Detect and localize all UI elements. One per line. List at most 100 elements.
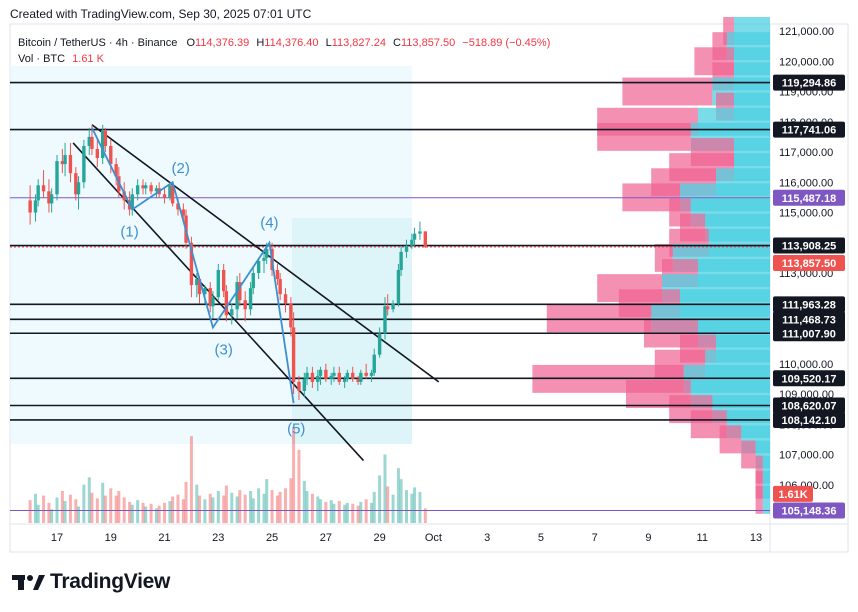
tradingview-logo[interactable]: TradingView [12,570,170,594]
volume-profile-up [762,485,770,514]
candle-body [203,288,207,295]
volume-bar [316,496,320,523]
volume-bar [337,501,341,523]
elliott-wave[interactable]: (1) (2) (3) (4) (5) [91,127,305,438]
candle-body [101,130,105,159]
volume-bar [378,475,382,523]
level-price-label: 111,007.90 [782,328,836,340]
time-tick-label: 11 [697,532,708,544]
volume-bar [343,504,347,523]
volume-profile-down [755,470,763,499]
volume-bar [63,501,67,523]
volume-bar [399,479,403,523]
symbol-title: Bitcoin / TetherUS · 4h · Binance [18,37,178,49]
ohlc-high: H114,376.40 [256,37,318,49]
candle-body [383,306,387,334]
level-price-label: 119,294.86 [782,78,836,90]
volume-bar [130,504,134,523]
volume-bar [332,503,336,523]
ohlc-low-label: L [325,37,332,49]
volume-bar [396,468,400,523]
wave-path[interactable] [91,127,295,404]
candle-body [369,372,374,376]
candle-body [149,185,153,192]
time-tick-label: 5 [538,532,544,544]
candle-body [418,231,422,234]
level-price-label: 111,468.73 [782,314,836,326]
candle-body [176,203,180,210]
time-tick-label: 25 [266,532,278,544]
candle-body [399,251,403,270]
volume-bar [275,495,279,523]
volume-legend-label: Vol · BTC [18,53,66,65]
wave-label: (1) [120,224,138,241]
candle-body [162,194,167,198]
level-price-label-box [773,502,845,519]
volume-bar [329,500,333,523]
volume-bar [265,479,269,523]
candle-body [345,372,350,379]
time-tick-label: 19 [105,532,117,544]
time-tick-label: 27 [320,532,332,544]
volume-bar [42,495,46,523]
volume-bar [351,503,355,523]
volume-bar [101,482,105,523]
ohlc-open-label: O [186,37,196,49]
time-tick-label: 21 [158,532,170,544]
level-price-label-box [773,311,845,328]
volume-bar [68,494,72,523]
candle-body [289,303,293,328]
candle-body [36,185,40,201]
candle-body [76,182,81,195]
volume-bar [324,501,328,523]
level-price-label-box [773,296,845,313]
volume-profile-down [755,455,763,484]
price-tick-label: 107,000.00 [779,450,834,462]
candle-body [412,233,417,240]
volume-bar [257,488,261,523]
volume-bar [77,506,81,523]
volume-bar [74,499,78,523]
price-tick-label: 116,000.00 [779,177,833,189]
level-price-label: 109,520.17 [781,373,836,385]
candle-body [283,294,288,304]
candle-body [224,291,229,316]
candle-body [332,372,336,376]
volume-bar [154,508,158,523]
volume-bar [405,490,408,523]
candle-body [168,185,172,198]
volume-bar [370,502,374,523]
level-price-label-box [773,397,845,414]
time-tick-label: 7 [592,532,598,544]
candle-body [318,369,323,376]
volume-bar [230,492,234,523]
volume-profile-down [597,122,691,151]
candle-body [275,269,280,280]
candle-body [82,145,86,183]
last-price-label-box [773,255,845,272]
time-tick-label: 29 [373,532,385,544]
ohlc-high-value: 114,376.40 [264,37,319,49]
level-price-label: 108,620.07 [781,400,836,412]
volume-bar [345,502,349,523]
volume-bar [310,493,314,523]
volume-bar [216,491,220,523]
horizontal-levels[interactable] [10,81,770,512]
candle-body [135,185,140,195]
volume-value-label: 1.61K [778,489,807,501]
volume-bar [278,491,282,523]
volume-bar [149,503,153,523]
volume-bar [189,436,193,523]
volume-bar [28,500,32,523]
candle-body [243,300,247,310]
time-axis[interactable]: 17 19 21 23 25 27 29 Oct 3 5 7 9 11 13 [51,532,762,544]
candle-body [130,194,134,210]
ohlc-open-value: 114,376.39 [195,37,250,49]
trendline[interactable] [72,142,365,462]
volume-profile-down [546,304,652,333]
price-tick-label: 110,000.00 [779,359,833,371]
volume-bar [386,486,390,523]
tradingview-logo-icon [12,575,45,590]
time-tick-label: 9 [645,532,651,544]
